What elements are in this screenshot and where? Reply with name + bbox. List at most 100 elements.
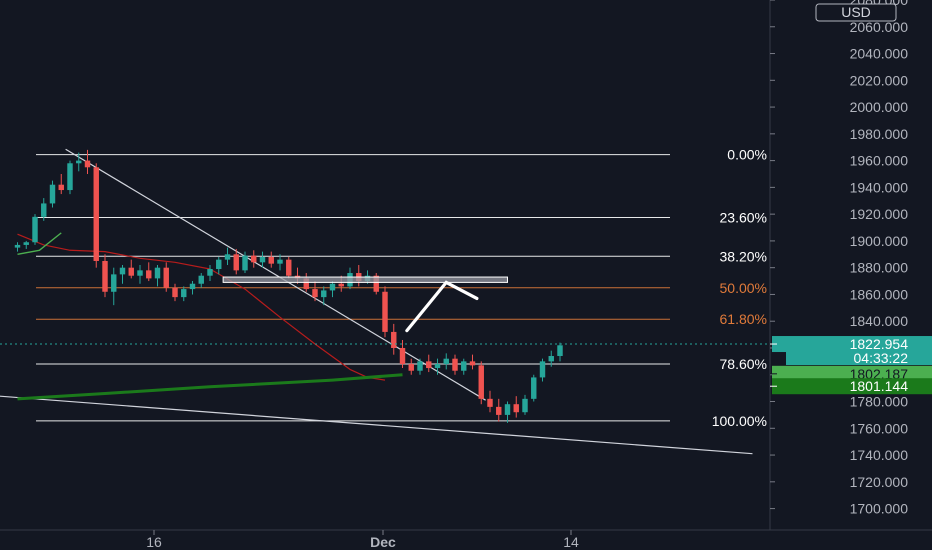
- candle-55[interactable]: [496, 398, 502, 422]
- candle-54[interactable]: [487, 390, 493, 413]
- candle-19[interactable]: [181, 286, 187, 302]
- price-axis-background: [770, 0, 932, 530]
- candle-60[interactable]: [539, 358, 546, 382]
- candle-7[interactable]: [76, 152, 82, 172]
- candle-20[interactable]: [189, 281, 196, 295]
- candle-16[interactable]: [154, 265, 161, 287]
- time-axis[interactable]: 16 Dec 14: [146, 530, 579, 550]
- candle-59[interactable]: [531, 374, 537, 402]
- candle-body-4: [49, 184, 56, 204]
- plot-area[interactable]: [0, 148, 770, 455]
- candle-41[interactable]: [373, 273, 379, 295]
- candle-31[interactable]: [286, 256, 292, 279]
- candle-46[interactable]: [417, 358, 423, 375]
- candle-58[interactable]: [522, 394, 528, 415]
- candle-57[interactable]: [513, 396, 519, 418]
- candle-18[interactable]: [172, 283, 178, 302]
- candle-body-31: [286, 259, 292, 276]
- candle-body-30: [277, 259, 283, 264]
- candle-1[interactable]: [23, 240, 29, 249]
- ma-slow-tag[interactable]: 1801.144: [770, 378, 932, 395]
- candle-8[interactable]: [84, 149, 91, 174]
- candle-body-45: [408, 364, 414, 371]
- candle-13[interactable]: [128, 259, 134, 279]
- candle-28[interactable]: [259, 251, 266, 268]
- candle-10[interactable]: [102, 254, 108, 298]
- candle-5[interactable]: [58, 173, 64, 195]
- candle-62[interactable]: [557, 342, 563, 362]
- candle-body-44: [399, 347, 406, 365]
- y-tick-label-17: 1740.000: [850, 447, 909, 463]
- candle-35[interactable]: [321, 286, 327, 306]
- ma-fast-tag[interactable]: 1802.187: [770, 365, 932, 382]
- y-tick-label-18: 1720.000: [850, 474, 909, 490]
- y-tick-label-11: 1860.000: [850, 286, 909, 302]
- candle-61[interactable]: [548, 350, 554, 367]
- candle-24[interactable]: [224, 247, 231, 265]
- candle-9[interactable]: [93, 163, 99, 268]
- y-tick-label-4: 2000.000: [850, 99, 909, 115]
- candle-45[interactable]: [408, 358, 414, 375]
- candle-42[interactable]: [382, 286, 388, 338]
- candle-4[interactable]: [49, 180, 56, 208]
- candle-51[interactable]: [461, 358, 467, 375]
- currency-badge[interactable]: USD: [815, 3, 897, 22]
- candle-17[interactable]: [163, 262, 169, 292]
- candle-body-14: [137, 270, 143, 276]
- fib-label-0: 0.00%: [727, 147, 767, 163]
- candle-26[interactable]: [242, 251, 248, 274]
- y-tick-label-9: 1900.000: [850, 233, 909, 249]
- candle-47[interactable]: [426, 354, 432, 373]
- candle-34[interactable]: [312, 281, 318, 302]
- trendline-1[interactable]: [0, 395, 753, 455]
- candle-body-51: [461, 361, 467, 371]
- candle-3[interactable]: [41, 198, 47, 221]
- x-tick-label-2: 14: [563, 534, 579, 550]
- candle-body-23: [216, 259, 222, 270]
- fib-label-6: 100.00%: [712, 413, 767, 429]
- resistance-zone[interactable]: [222, 276, 508, 283]
- y-tick-label-2: 2040.000: [850, 46, 909, 62]
- candle-body-28: [259, 256, 266, 263]
- candle-21[interactable]: [198, 273, 204, 288]
- candle-50[interactable]: [452, 354, 458, 375]
- candle-29[interactable]: [268, 251, 274, 268]
- candle-30[interactable]: [277, 254, 283, 271]
- candle-43[interactable]: [391, 323, 397, 355]
- candle-56[interactable]: [504, 401, 511, 423]
- y-tick-label-10: 1880.000: [850, 260, 909, 276]
- last-price-tag[interactable]: 1822.954: [770, 336, 932, 353]
- candle-body-37: [338, 283, 344, 287]
- y-tick-label-8: 1920.000: [850, 206, 909, 222]
- candle-25[interactable]: [233, 248, 239, 275]
- trendline-0[interactable]: [65, 148, 486, 401]
- countdown-label: 04:33:22: [854, 350, 909, 366]
- candle-36[interactable]: [329, 281, 336, 298]
- candle-44[interactable]: [399, 339, 406, 369]
- candle-body-10: [102, 260, 108, 292]
- candle-27[interactable]: [251, 250, 257, 268]
- candle-23[interactable]: [216, 256, 222, 275]
- ma-green-line: [17, 232, 62, 255]
- y-tick-label-19: 1700.000: [850, 501, 909, 517]
- candle-11[interactable]: [111, 267, 117, 306]
- candle-body-5: [58, 184, 64, 191]
- candle-53[interactable]: [478, 361, 484, 405]
- candle-body-12: [119, 267, 126, 275]
- candle-52[interactable]: [469, 354, 476, 370]
- candle-14[interactable]: [137, 265, 143, 284]
- y-tick-label-5: 1980.000: [850, 126, 909, 142]
- candle-body-34: [312, 289, 318, 298]
- up-arrow[interactable]: [405, 280, 479, 333]
- candle-6[interactable]: [67, 160, 73, 195]
- candle-22[interactable]: [207, 265, 213, 282]
- candle-12[interactable]: [119, 265, 126, 284]
- candle-49[interactable]: [443, 353, 449, 370]
- candle-15[interactable]: [146, 262, 152, 282]
- candle-0[interactable]: [14, 242, 21, 252]
- countdown-tag[interactable]: 04:33:22: [786, 350, 932, 366]
- candle-body-3: [41, 203, 47, 217]
- candle-48[interactable]: [434, 358, 441, 375]
- candle-2[interactable]: [32, 214, 38, 245]
- y-tick-label-6: 1960.000: [850, 153, 909, 169]
